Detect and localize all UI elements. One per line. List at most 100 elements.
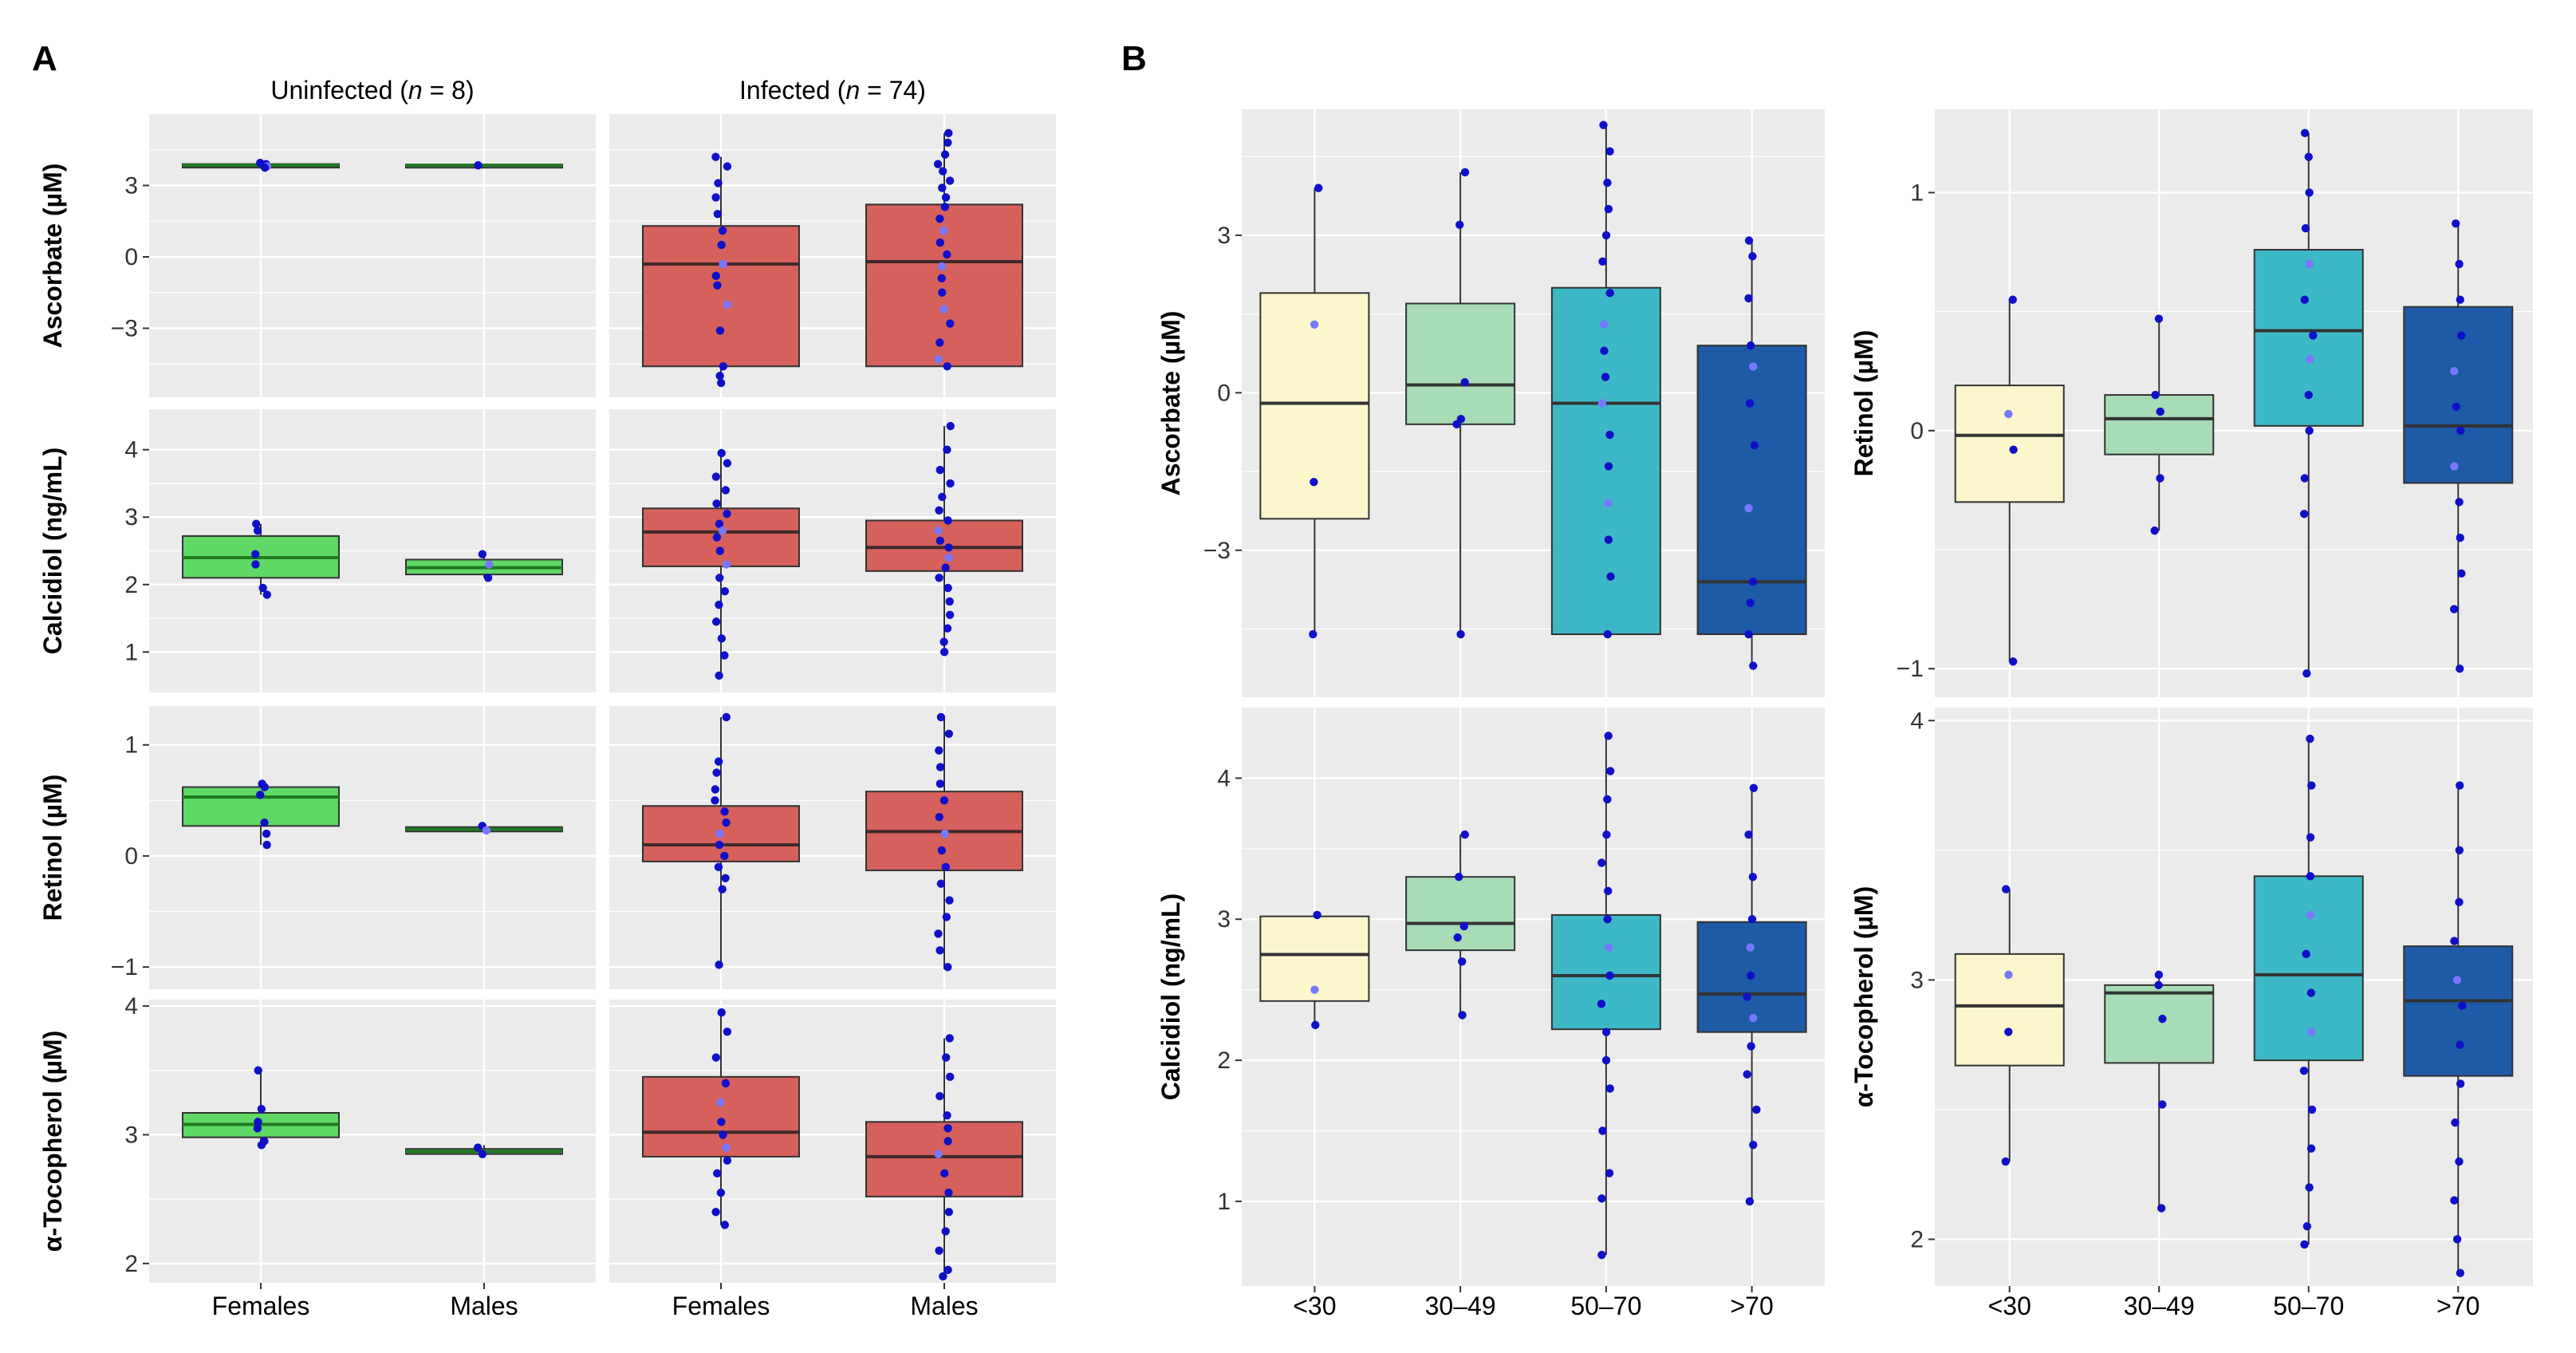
data-point [2306,833,2315,842]
data-point [722,712,731,722]
data-point [1605,1084,1614,1093]
data-point [2150,526,2159,535]
data-point [711,193,720,202]
data-point [1752,1105,1761,1114]
data-point [723,459,732,467]
data-point [935,338,944,347]
data-point [1601,1028,1611,1036]
data-point [935,465,944,475]
data-point [716,1188,726,1197]
data-point [1749,661,1758,670]
data-point [1749,1140,1758,1150]
data-point [945,1034,954,1043]
data-point [1460,830,1469,839]
data-point [2302,669,2311,678]
data-point [2009,445,2018,454]
data-point [713,281,722,290]
data-point [1747,915,1757,924]
x-tick-label: Males [910,1292,978,1320]
data-point [715,371,724,381]
data-point [944,128,953,138]
data-point [2305,188,2314,197]
data-point [1746,943,1755,952]
data-point [711,271,721,281]
box [865,519,1023,572]
data-point [715,574,724,582]
data-point [934,1150,943,1158]
data-point [723,1028,732,1036]
data-point [711,472,721,481]
y-axis-label: Ascorbate (µM) [1156,311,1185,496]
data-point [256,791,265,799]
data-point [722,560,731,569]
data-point [943,250,951,259]
data-point [1604,535,1613,544]
data-point [474,1143,483,1152]
data-point [1456,629,1465,639]
data-point [1598,1126,1607,1135]
y-axis-label: Calcidiol (ng/mL) [1156,893,1185,1101]
y-axis-label: α-Tocopherol (µM) [1849,886,1878,1107]
data-point [1749,783,1759,792]
data-point [711,1053,721,1062]
data-point [721,874,730,882]
data-point [935,215,944,223]
y-tick-label: 2 [124,572,138,598]
data-point [720,587,730,596]
data-point [944,543,953,552]
data-point [713,1169,722,1178]
data-point [2299,510,2309,519]
data-point [1600,320,1609,329]
y-tick-label: 3 [124,172,138,199]
data-point [722,1143,731,1152]
data-point [1747,971,1755,980]
data-point [941,1227,950,1236]
data-point [711,796,719,805]
data-point [1460,377,1469,387]
data-point [2458,1001,2467,1011]
data-point [938,492,947,502]
data-point [1597,1000,1606,1008]
data-point [711,1208,720,1217]
data-point [935,946,944,955]
data-point [483,574,493,582]
data-point [944,553,954,562]
box [642,1075,800,1158]
data-point [935,1246,943,1255]
data-point [2306,872,2315,881]
data-point [2302,1222,2312,1231]
data-point [1597,399,1607,408]
data-point [1314,183,1323,192]
data-point [2449,605,2459,613]
data-point [2304,390,2314,400]
data-point [943,1124,952,1133]
data-point [251,560,260,569]
data-point [940,1169,949,1178]
x-tick-label: 30–49 [1425,1292,1496,1320]
box [1696,345,1807,636]
data-point [937,846,947,855]
data-point [1309,629,1318,639]
data-point [936,712,946,722]
data-point [1602,830,1611,839]
data-point [2455,897,2464,907]
data-point [940,829,949,838]
data-point [2004,409,2013,419]
data-point [2300,295,2309,304]
data-point [719,362,728,371]
data-point [935,536,945,546]
data-point [711,785,720,794]
data-point [1746,341,1755,350]
data-point [2449,367,2459,376]
data-point [943,962,952,972]
data-point [2300,1240,2309,1249]
data-point [474,160,483,170]
y-tick-label: 3 [1217,223,1231,249]
data-point [720,807,729,816]
data-point [2456,295,2464,304]
data-point [258,583,267,593]
data-point [718,226,727,235]
data-point [938,183,947,192]
y-tick-label: 4 [124,993,138,1020]
data-point [2309,331,2318,340]
